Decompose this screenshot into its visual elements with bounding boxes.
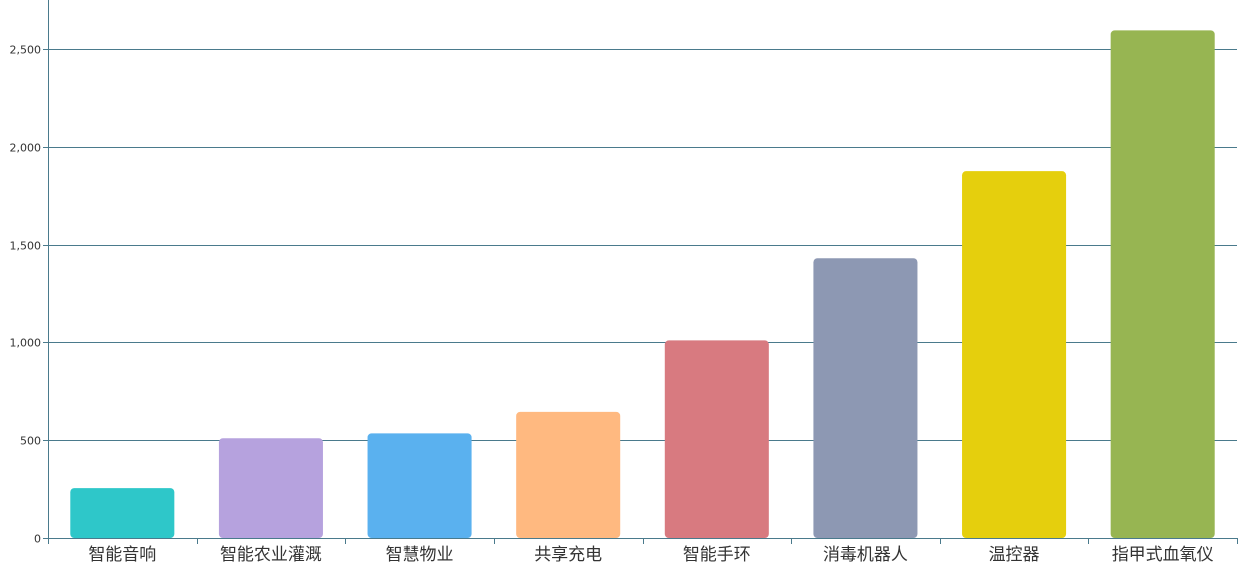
x-tick-label: 消毒机器人 <box>823 545 908 565</box>
x-tick-label: 智能音响 <box>88 545 156 565</box>
y-tick-label: 500 <box>20 435 41 448</box>
bar <box>1110 30 1215 538</box>
x-tick-label: 智能农业灌溉 <box>220 545 322 565</box>
x-tick-label: 指甲式血氧仪 <box>1112 545 1214 565</box>
bar <box>962 171 1067 538</box>
x-tick-label: 智能手环 <box>683 545 751 565</box>
y-tick-label: 1,000 <box>10 337 42 350</box>
y-tick-label: 1,500 <box>10 240 42 253</box>
bar <box>70 488 175 538</box>
bar <box>367 433 472 538</box>
y-tick-labels: 0 500 1,000 1,500 2,000 2,500 <box>10 44 42 546</box>
x-tick-label: 共享充电 <box>534 545 602 565</box>
bar <box>218 438 323 538</box>
bar <box>664 340 769 538</box>
bar <box>813 258 918 538</box>
y-tick-label: 2,500 <box>10 44 42 57</box>
y-tick-label: 0 <box>34 533 41 546</box>
bar <box>516 411 621 538</box>
axes <box>43 0 1238 544</box>
y-tick-label: 2,000 <box>10 142 42 155</box>
x-tick-labels: 智能音响 智能农业灌溉 智慧物业 共享充电 智能手环 消毒机器人 温控器 指甲式血氧仪 <box>88 545 1213 565</box>
x-tick-label: 温控器 <box>989 545 1040 565</box>
x-tick-label: 智慧物业 <box>386 545 454 565</box>
bars <box>70 30 1215 538</box>
